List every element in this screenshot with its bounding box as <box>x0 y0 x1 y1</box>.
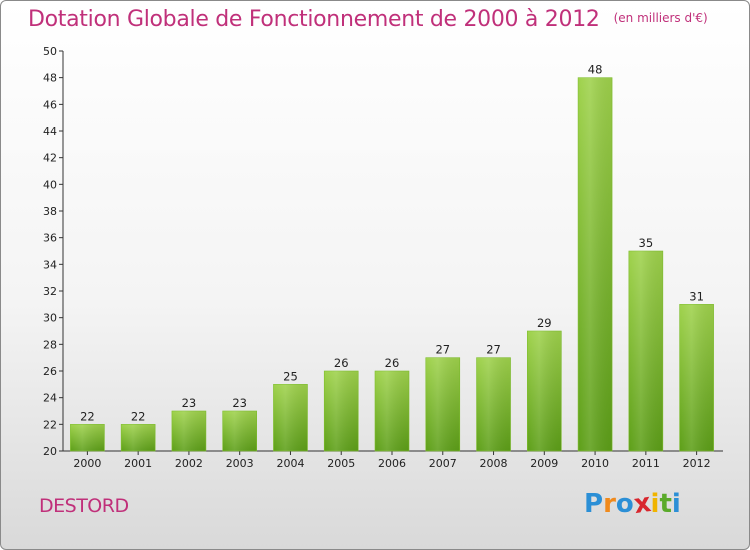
chart-labels: 2000 22 2001 22 2002 23 2003 23 2004 25 2005 26 2006… <box>73 63 710 470</box>
value-label-2002: 23 <box>182 396 197 410</box>
y-tick-label: 50 <box>43 45 57 58</box>
bar-shine-2000 <box>70 424 105 451</box>
x-tick-label-2000: 2000 <box>73 457 101 470</box>
logo-letter: t <box>659 489 672 519</box>
logo-letter: P <box>584 489 604 519</box>
x-tick-label-2004: 2004 <box>276 457 304 470</box>
chart-title: Dotation Globale de Fonctionnement de 20… <box>28 7 708 32</box>
value-label-2011: 35 <box>639 236 654 250</box>
x-tick-label-2002: 2002 <box>175 457 203 470</box>
bar-shine-2003 <box>222 411 257 451</box>
value-label-2009: 29 <box>537 316 552 330</box>
bar-shine-2006 <box>375 371 409 451</box>
y-tick-label: 42 <box>43 152 57 165</box>
y-tick-label: 30 <box>43 312 57 325</box>
y-tick-label: 36 <box>43 232 57 245</box>
x-tick-label-2007: 2007 <box>429 457 457 470</box>
logo-letter: o <box>615 489 634 519</box>
bar-shine-2008 <box>476 357 511 451</box>
bar-shine-2001 <box>121 424 156 451</box>
chart-axes: 20 22 24 26 28 30 32 34 36 38 40 42 44 46 48 50 <box>43 45 723 458</box>
value-label-2007: 27 <box>435 343 450 357</box>
value-label-2001: 22 <box>131 409 146 423</box>
bar-shine-2007 <box>425 357 460 451</box>
x-tick-label-2003: 2003 <box>226 457 254 470</box>
value-label-2008: 27 <box>486 343 501 357</box>
logo-letter: x <box>631 487 653 521</box>
value-label-2012: 31 <box>689 289 704 303</box>
bar-shine-2002 <box>171 411 206 451</box>
y-tick-label: 26 <box>43 365 57 378</box>
y-tick-label: 46 <box>43 98 57 111</box>
commune-name: DESTORD <box>39 495 129 517</box>
proxiti-logo[interactable]: Proxiti <box>584 487 681 521</box>
logo-letter: i <box>650 489 660 519</box>
chart-title-text: Dotation Globale de Fonctionnement de 20… <box>28 7 600 32</box>
y-tick-label: 28 <box>43 338 57 351</box>
value-label-2000: 22 <box>80 409 95 423</box>
bar-shine-2012 <box>679 304 714 451</box>
x-tick-label-2010: 2010 <box>581 457 609 470</box>
bar-shine-2004 <box>273 384 308 451</box>
y-tick-label: 32 <box>43 285 57 298</box>
value-label-2006: 26 <box>385 356 400 370</box>
logo-letter: i <box>671 489 681 519</box>
x-tick-label-2001: 2001 <box>124 457 152 470</box>
x-tick-label-2008: 2008 <box>480 457 508 470</box>
y-tick-label: 48 <box>43 72 57 85</box>
y-tick-label: 40 <box>43 178 57 191</box>
bar-shine-2011 <box>628 251 663 451</box>
bar-shine-2010 <box>578 77 613 452</box>
value-label-2005: 26 <box>334 356 349 370</box>
x-tick-label-2009: 2009 <box>530 457 558 470</box>
logo-letter: r <box>603 489 616 519</box>
value-label-2004: 25 <box>283 369 298 383</box>
x-tick-label-2011: 2011 <box>632 457 660 470</box>
y-tick-label: 44 <box>43 125 57 138</box>
y-tick-label: 20 <box>43 445 57 458</box>
value-label-2003: 23 <box>232 396 247 410</box>
chart-subtitle: (en milliers d'€) <box>613 11 708 25</box>
bar-shine-2005 <box>324 371 359 451</box>
x-tick-label-2012: 2012 <box>683 457 711 470</box>
value-label-2010: 48 <box>588 63 603 77</box>
y-tick-label: 22 <box>43 418 57 431</box>
y-tick-label: 24 <box>43 392 57 405</box>
bar-shine-2009 <box>527 331 562 451</box>
chart-bars <box>70 77 714 452</box>
x-tick-label-2006: 2006 <box>378 457 406 470</box>
y-tick-label: 38 <box>43 205 57 218</box>
y-tick-label: 34 <box>43 258 57 271</box>
x-tick-label-2005: 2005 <box>327 457 355 470</box>
